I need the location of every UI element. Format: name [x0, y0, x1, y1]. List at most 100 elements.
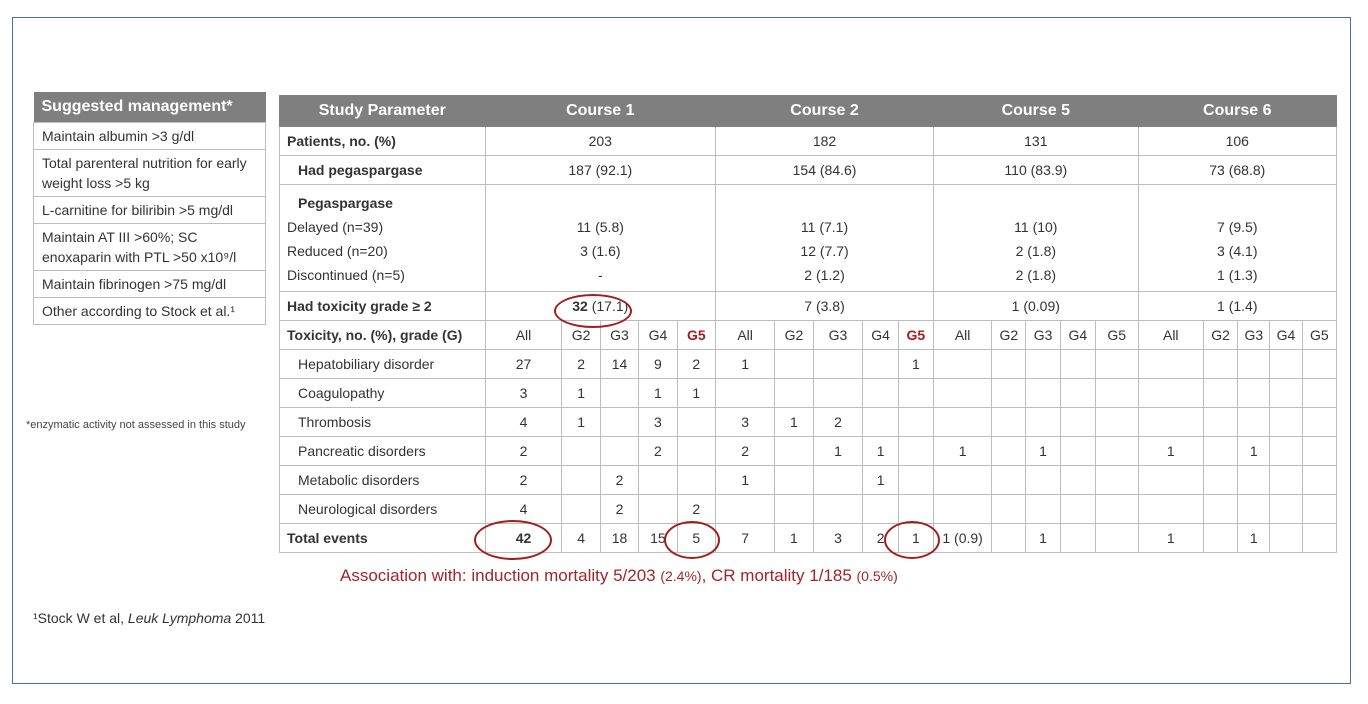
- tox-cell: [897, 407, 935, 437]
- total-cell: 1: [1025, 523, 1061, 553]
- tox-cell: 2: [599, 494, 640, 524]
- peg-row-discontinued: Discontinued (n=5): [287, 267, 405, 283]
- tox-cell: [991, 494, 1027, 524]
- tox-cell: [1137, 349, 1204, 379]
- tox-grade-col: G3: [1025, 320, 1061, 350]
- tox-cell: 14: [599, 349, 640, 379]
- had-peg-c6: 73 (68.8): [1137, 155, 1338, 185]
- tox-cell: [1301, 494, 1338, 524]
- header-study-parameter: Study Parameter: [279, 95, 486, 127]
- citation-year: 2011: [231, 610, 266, 626]
- had-peg-c1: 187 (92.1): [484, 155, 717, 185]
- tox-cell: 4: [484, 494, 563, 524]
- tox-cell: 1: [715, 465, 776, 495]
- tox-header-row: Toxicity, no. (%), grade (G) All G2 G3 G4 G5…: [279, 320, 1338, 350]
- tox-cell: [774, 436, 814, 466]
- tox-cell: [991, 407, 1027, 437]
- tox-cell: [1137, 465, 1204, 495]
- tox-cell: [676, 407, 717, 437]
- tox-cell: 9: [638, 349, 678, 379]
- tox-cell: [862, 378, 899, 408]
- tox-cell: 3: [715, 407, 776, 437]
- tox-cell: [676, 465, 717, 495]
- table-row: Coagulopathy 3 1 1 1: [279, 378, 1338, 408]
- tox-cell: [599, 378, 640, 408]
- highlight-circle-total42: [474, 520, 552, 560]
- management-item: Maintain fibrinogen >75 mg/dl: [33, 270, 266, 298]
- tox-row-label: Thrombosis: [279, 407, 486, 437]
- table-row: Thrombosis 4 1 3 3 1 2: [279, 407, 1338, 437]
- tox-cell: 2: [715, 436, 776, 466]
- tox-cell: 2: [676, 349, 717, 379]
- tox-cell: 2: [484, 436, 563, 466]
- tox-cell: [933, 407, 993, 437]
- tox-cell: 1: [1237, 436, 1271, 466]
- peg-block-title: Pegaspargase: [298, 195, 393, 211]
- tox-cell: [1202, 494, 1239, 524]
- had-peg-c2: 154 (84.6): [715, 155, 935, 185]
- highlight-circle-g5-c2: [884, 521, 940, 559]
- tox-cell: [1301, 378, 1338, 408]
- tox-cell: [1269, 494, 1303, 524]
- tox-cell: [933, 349, 993, 379]
- total-cell: [1059, 523, 1096, 553]
- peg-c5-delayed: 11 (10): [1014, 219, 1058, 235]
- tox-cell: [1269, 349, 1303, 379]
- tox-cell: 2: [676, 494, 717, 524]
- management-item: Total parenteral nutrition for early wei…: [33, 149, 266, 197]
- tox-cell: [1137, 407, 1204, 437]
- tox-grade-col: G2: [774, 320, 814, 350]
- tox-grade-col: G2: [1202, 320, 1239, 350]
- table-row: Hepatobiliary disorder 27 2 14 9 2 1 1: [279, 349, 1338, 379]
- total-cell: 4: [561, 523, 601, 553]
- tox-cell: [1202, 407, 1239, 437]
- tox-cell: [676, 436, 717, 466]
- tox-cell: [1025, 349, 1061, 379]
- management-item: L-carnitine for biliribin >5 mg/dl: [33, 196, 266, 224]
- tox-cell: [599, 407, 640, 437]
- tox-cell: [1301, 407, 1338, 437]
- peg-row-delayed: Delayed (n=39): [287, 219, 384, 235]
- table-row: Pancreatic disorders 2 2 2 1 1 1 1 1 1: [279, 436, 1338, 466]
- header-course-1: Course 1: [484, 95, 717, 127]
- highlight-circle-g5-c1: [664, 521, 720, 559]
- tox-cell: 1: [561, 378, 601, 408]
- tox-cell: [1137, 378, 1204, 408]
- tox-cell: [1237, 378, 1271, 408]
- tox-cell: [1269, 407, 1303, 437]
- tox-cell: [1059, 494, 1096, 524]
- tox-cell: 1: [561, 407, 601, 437]
- tox-cell: [715, 494, 776, 524]
- tox-cell: [1059, 349, 1096, 379]
- tox-cell: [1301, 349, 1338, 379]
- header-course-5: Course 5: [933, 95, 1139, 127]
- tox-cell: [897, 465, 935, 495]
- tox-cell: [862, 494, 899, 524]
- tox-grade-col: G5: [897, 320, 935, 350]
- citation-authors: ¹Stock W et al,: [33, 610, 128, 626]
- tox-cell: [1269, 465, 1303, 495]
- tox-cell: [1094, 465, 1139, 495]
- management-item: Other according to Stock et al.¹: [33, 297, 266, 325]
- tox-cell: [1237, 407, 1271, 437]
- peg-c6-discontinued: 1 (1.3): [1217, 267, 1258, 283]
- management-item: Maintain albumin >3 g/dl: [33, 122, 266, 150]
- had-peg-c5: 110 (83.9): [933, 155, 1139, 185]
- tox-cell: [1094, 349, 1139, 379]
- peg-c2-delayed: 11 (7.1): [800, 219, 849, 235]
- tox-grade-col: G4: [638, 320, 678, 350]
- toxicity-table: Study Parameter Course 1 Course 2 Course…: [279, 95, 1338, 553]
- management-table: Suggested management* Maintain albumin >…: [33, 92, 266, 325]
- tox-cell: [1059, 378, 1096, 408]
- peg-c6-delayed: 7 (9.5): [1217, 219, 1258, 235]
- had-peg-label: Had pegaspargase: [279, 155, 486, 185]
- tox-cell: [561, 465, 601, 495]
- patients-label: Patients, no. (%): [279, 126, 486, 156]
- slide-frame: [12, 17, 1351, 684]
- peg-c1-delayed: 11 (5.8): [576, 219, 624, 235]
- tox-cell: [991, 436, 1027, 466]
- tox-cell: [991, 349, 1027, 379]
- tox-cell: [1269, 378, 1303, 408]
- peg-block-c6: 7 (9.5) 3 (4.1) 1 (1.3): [1137, 184, 1338, 292]
- total-cell: 3: [812, 523, 864, 553]
